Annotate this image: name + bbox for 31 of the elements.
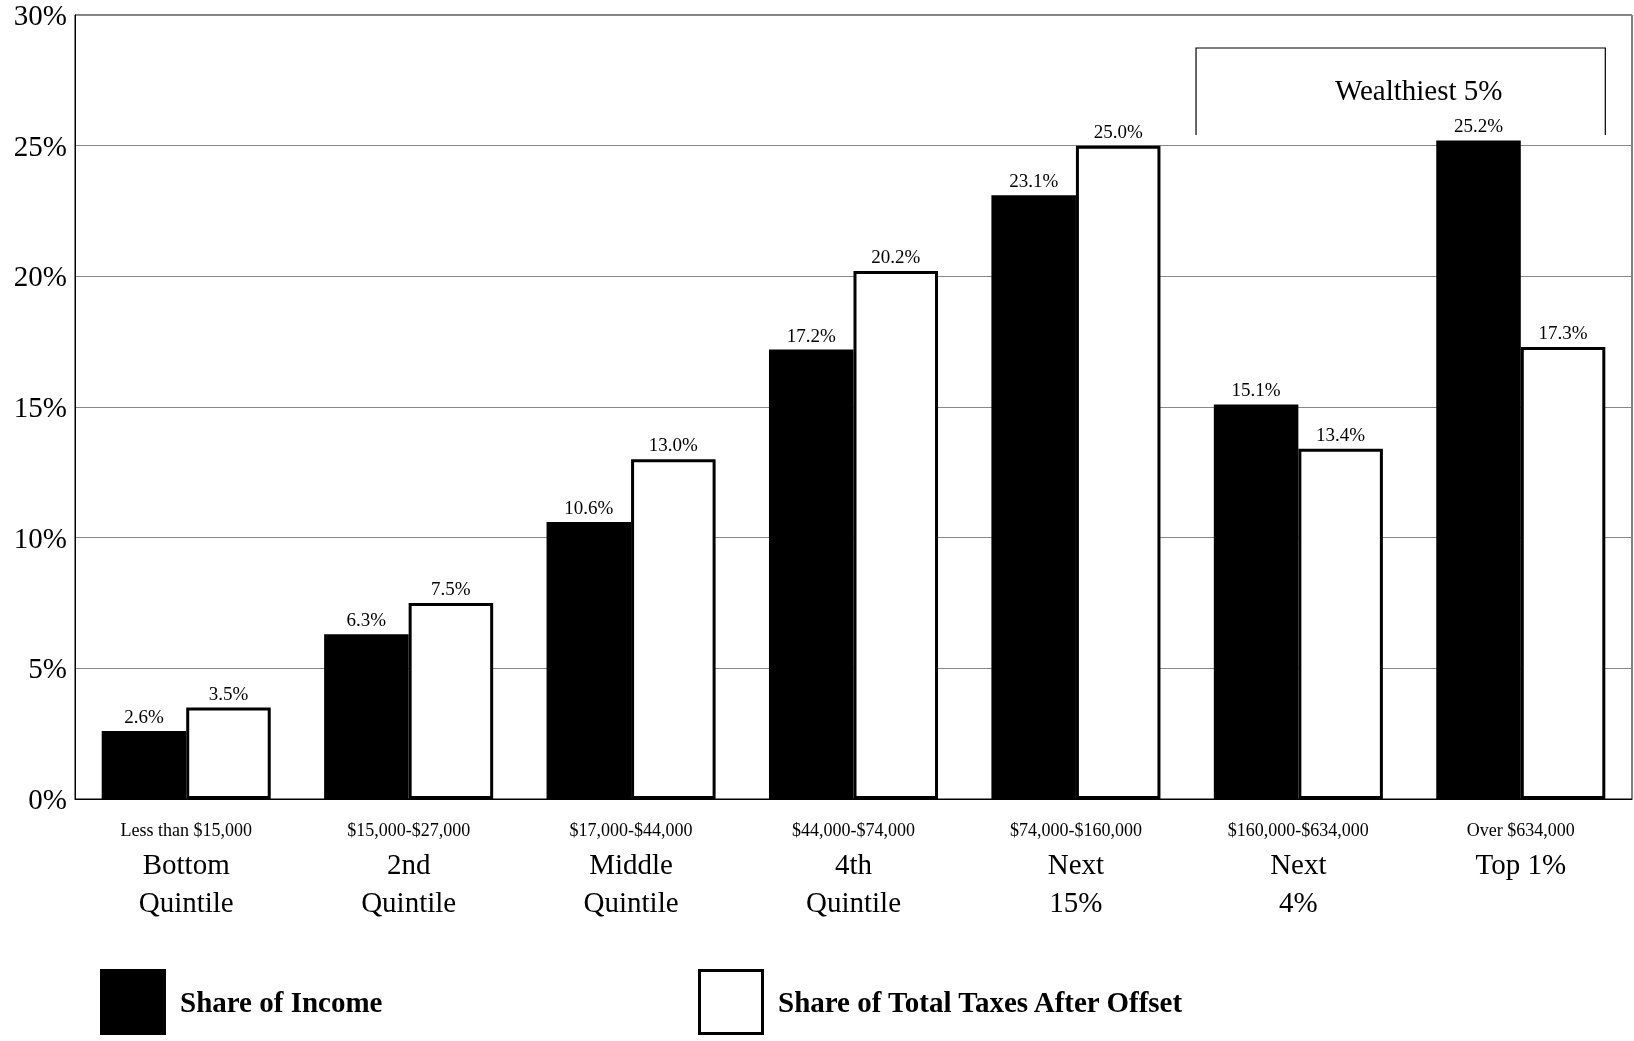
data-label: 2.6% (124, 706, 164, 728)
x-tick-label: $160,000-$634,000 Next 4% (1227, 820, 1369, 918)
data-label: 17.3% (1538, 321, 1588, 343)
data-label: 25.0% (1093, 120, 1143, 142)
data-label: 17.2% (786, 324, 836, 346)
data-label: 13.0% (648, 434, 699, 456)
data-label: 15.1% (1231, 379, 1281, 401)
y-tick-label: 15% (13, 391, 67, 423)
y-tick-label: 30% (13, 0, 67, 31)
y-tick-label: 5% (28, 652, 67, 685)
y-tick-label: 25% (13, 129, 67, 162)
data-label: 3.5% (208, 682, 249, 704)
legend-label: Share of Income (180, 985, 383, 1019)
x-tick-label: Over $634,000 Top 1% (1466, 820, 1575, 880)
data-label: 13.4% (1316, 423, 1366, 445)
data-label: 25.2% (1453, 115, 1504, 137)
y-tick-label: 10% (13, 521, 67, 554)
data-label: 20.2% (871, 246, 921, 268)
data-label: 7.5% (431, 578, 471, 599)
x-tick-label: $74,000-$160,000 Next 15% (1009, 820, 1142, 918)
data-label: 10.6% (564, 496, 614, 518)
x-tick-label: $17,000-$44,000 Middle Quintile (569, 820, 693, 918)
y-tick-label: 0% (28, 783, 67, 815)
x-tick-label: $15,000-$27,000 2nd Quintile (347, 820, 471, 918)
x-tick-label: $44,000-$74,000 4th Quintile (792, 820, 915, 918)
data-label: 23.1% (1009, 170, 1059, 192)
legend-label: Share of Total Taxes After Offset (778, 985, 1183, 1019)
x-tick-label: Less than $15,000 Bottom Quintile (120, 820, 252, 918)
y-tick-label: 20% (13, 260, 67, 293)
data-label: 6.3% (346, 609, 387, 631)
annotation: Wealthiest 5% (1334, 74, 1503, 106)
